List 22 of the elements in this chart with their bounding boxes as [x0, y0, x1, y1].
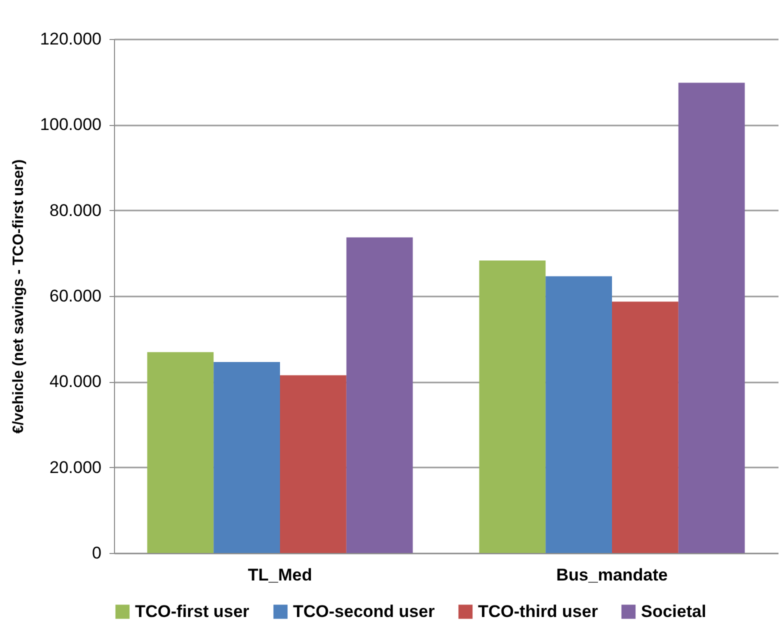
- y-tick-label: 60.000: [50, 286, 102, 306]
- y-tick-label: 0: [92, 544, 102, 562]
- x-tick-label: Bus_mandate: [556, 566, 668, 584]
- bar: [612, 302, 678, 553]
- legend-label: Societal: [641, 602, 706, 621]
- bar: [147, 352, 214, 553]
- y-axis-title: €/vehicle (net savings - TCO-first user): [10, 159, 28, 434]
- y-tick-label: 80.000: [50, 200, 102, 220]
- bar: [346, 237, 413, 553]
- y-tick-label: 20.000: [50, 458, 102, 477]
- bar: [214, 362, 280, 553]
- bar: [678, 82, 745, 553]
- x-tick-label: TL_Med: [248, 566, 312, 584]
- bar: [479, 260, 546, 553]
- legend-label: TCO-second user: [293, 602, 436, 621]
- legend-label: TCO-third user: [478, 602, 598, 621]
- y-tick-label: 40.000: [50, 372, 102, 392]
- bar: [546, 276, 612, 553]
- y-tick-label: 100.000: [40, 115, 102, 134]
- legend-label: TCO-first user: [135, 602, 250, 621]
- bar: [280, 375, 346, 553]
- y-tick-label: 120.000: [40, 30, 102, 48]
